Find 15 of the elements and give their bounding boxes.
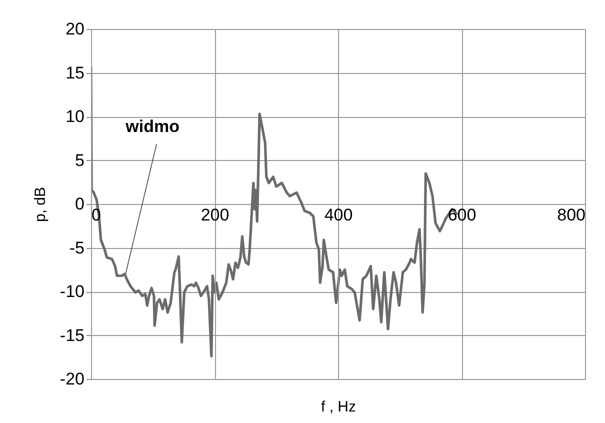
y-tick-label: -5	[69, 238, 84, 258]
annotation: widmo	[124, 117, 180, 136]
y-tick-label: 10	[66, 107, 84, 126]
x-axis-title: f , Hz	[320, 398, 356, 416]
y-tick-label: 5	[75, 150, 84, 170]
y-tick-label: 20	[66, 20, 84, 38]
x-tick-label: 600	[448, 206, 476, 224]
x-tick-label: 200	[200, 206, 230, 224]
y-tick-label: -10	[60, 282, 84, 301]
y-tick-label: -15	[60, 326, 84, 345]
y-tick-label: -20	[60, 370, 84, 388]
x-tick-label: 800	[557, 206, 586, 224]
y-tick-label: 15	[66, 63, 84, 82]
x-tick-label: 400	[324, 206, 353, 224]
y-axis-title: p, dB	[32, 186, 49, 222]
